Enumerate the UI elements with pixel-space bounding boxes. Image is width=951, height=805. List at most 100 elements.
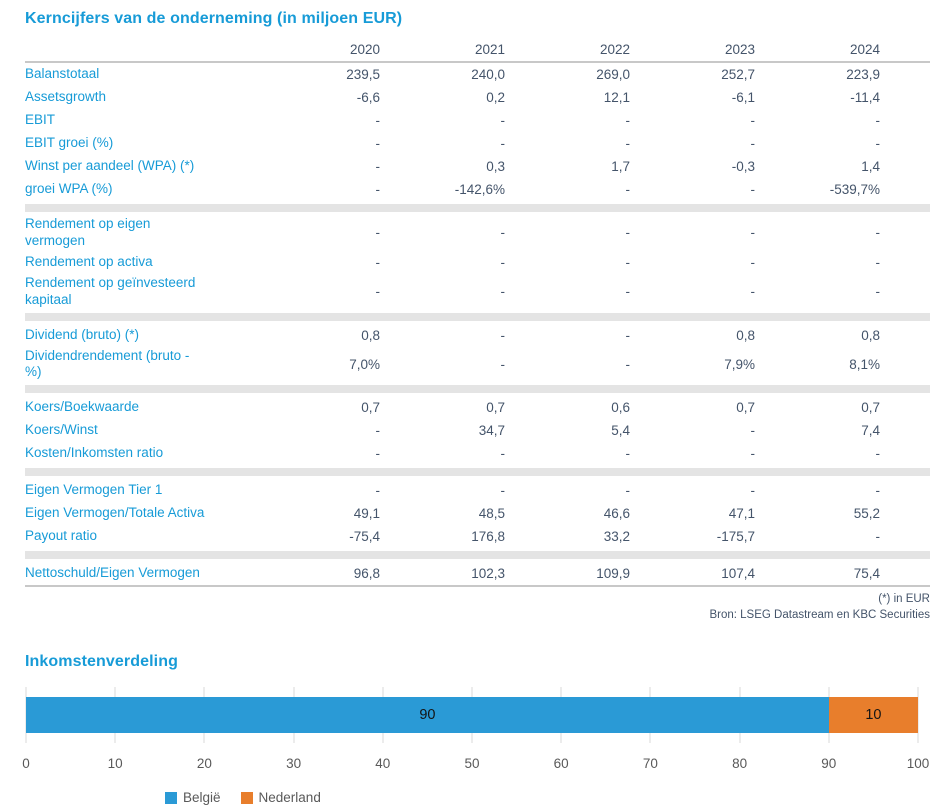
- value-cell: -: [500, 327, 506, 343]
- bottom-rule: [25, 585, 930, 588]
- axis-tick-label: 100: [906, 756, 930, 772]
- footnote-unit: (*) in EUR: [878, 593, 930, 606]
- chart-title: Inkomstenverdeling: [25, 653, 178, 671]
- value-cell: 0,7: [736, 400, 755, 416]
- row-label: Rendement op eigen vermogen: [25, 216, 255, 250]
- axis-tick-label: 70: [642, 756, 658, 772]
- row-label-line: EBIT groei (%): [25, 135, 114, 151]
- row-label-line: Kosten/Inkomsten ratio: [25, 445, 164, 461]
- row-label-line: Balanstotaal: [25, 66, 100, 82]
- group-separator: [25, 312, 930, 321]
- value-cell: 5,4: [611, 423, 630, 439]
- key-figures-table: 2020 2021 2022 2023 2024 Balanstotaal 239,5 24…: [25, 42, 930, 623]
- value-cell: -6,1: [731, 90, 755, 105]
- row-label: Kosten/Inkomsten ratio: [25, 445, 255, 462]
- row-label: EBIT: [25, 112, 255, 129]
- value-cell: 0,7: [361, 400, 380, 416]
- value-cell: -: [750, 254, 756, 270]
- table-row: EBIT groei (%) - - - - -: [25, 132, 930, 155]
- value-cell: 75,4: [853, 566, 880, 582]
- value-cell: -: [500, 284, 506, 300]
- chart-axis: 0 10 20 30 40 50 60 70 80 90 100: [22, 756, 929, 774]
- table-row: Rendement op eigen vermogen - - - - -: [25, 215, 930, 251]
- row-label: Nettoschuld/Eigen Vermogen: [25, 565, 255, 582]
- table-row: Nettoschuld/Eigen Vermogen 96,8 102,3 109,9…: [25, 562, 930, 585]
- row-label-line: vermogen: [25, 232, 86, 248]
- value-cell: -: [750, 284, 756, 300]
- table-body: Balanstotaal 239,5 240,0 269,0 252,7 223,9 Ass…: [25, 63, 930, 585]
- stacked-bar-chart: 90 10 0 10 20 30 40 50 60 70 80 90 100 België Nederl…: [22, 687, 930, 805]
- row-label-line: Assetsgrowth: [25, 89, 107, 105]
- value-cell: -: [625, 136, 631, 151]
- value-cell: -: [500, 483, 506, 499]
- bar-value-label: 10: [865, 707, 882, 724]
- value-cell: 223,9: [846, 67, 880, 82]
- value-cell: 269,0: [596, 67, 630, 82]
- value-cell: 7,4: [861, 423, 880, 439]
- value-cell: -: [625, 182, 631, 197]
- table-row: Assetsgrowth -6,6 0,2 12,1 -6,1 -11,4: [25, 86, 930, 109]
- value-cell: 47,1: [728, 506, 755, 522]
- row-label-line: Rendement op geïnvesteerd: [25, 274, 196, 290]
- value-cell: -: [875, 113, 881, 128]
- income-distribution-section: Inkomstenverdeling 90 10 0 10 20 30 40 50 60 70 8…: [22, 653, 930, 805]
- value-cell: -: [500, 356, 506, 372]
- value-cell: -: [375, 284, 381, 300]
- value-cell: -: [875, 446, 881, 462]
- value-cell: -: [375, 136, 381, 151]
- value-cell: 1,7: [611, 159, 630, 174]
- axis-tick-label: 20: [196, 756, 212, 772]
- row-label-line: Dividendrendement (bruto -: [25, 347, 190, 363]
- value-cell: 0,8: [736, 327, 755, 343]
- value-cell: -: [625, 356, 631, 372]
- legend-label: Nederland: [258, 790, 321, 805]
- row-label: Rendement op geïnvesteerd kapitaal: [25, 275, 255, 309]
- table-row: Rendement op activa - - - - -: [25, 251, 930, 274]
- value-cell: 176,8: [471, 529, 505, 545]
- value-cell: 0,7: [861, 400, 880, 416]
- value-cell: -: [375, 254, 381, 270]
- value-cell: -: [500, 254, 506, 270]
- value-cell: 48,5: [478, 506, 505, 522]
- footnotes: (*) in EUR Bron: LSEG Datastream en KBC …: [25, 592, 930, 623]
- value-cell: -: [375, 159, 381, 174]
- value-cell: -: [625, 284, 631, 300]
- value-cell: 7,9%: [724, 356, 755, 372]
- axis-tick-label: 0: [22, 756, 30, 772]
- value-cell: -: [875, 284, 881, 300]
- bar-value-label: 90: [419, 707, 436, 724]
- value-cell: -: [625, 483, 631, 499]
- row-label: Balanstotaal: [25, 66, 255, 83]
- row-label-line: Rendement op activa: [25, 253, 153, 269]
- stacked-bar: 90 10: [26, 697, 918, 734]
- table-row: groei WPA (%) - -142,6% - - -539,7%: [25, 178, 930, 201]
- axis-tick-label: 40: [375, 756, 391, 772]
- value-cell: -: [375, 423, 381, 439]
- row-label: Koers/Boekwaarde: [25, 399, 255, 416]
- group-separator: [25, 468, 930, 477]
- value-cell: 49,1: [353, 506, 380, 522]
- value-cell: 1,4: [861, 159, 880, 174]
- row-label-line: %): [25, 364, 42, 380]
- table-row: Koers/Winst - 34,7 5,4 - 7,4: [25, 419, 930, 442]
- axis-tick-label: 80: [732, 756, 748, 772]
- value-cell: 102,3: [471, 566, 505, 582]
- value-cell: -: [625, 113, 631, 128]
- value-cell: -0,3: [731, 159, 755, 174]
- group-separator: [25, 385, 930, 394]
- row-label-line: Payout ratio: [25, 528, 98, 544]
- row-label-line: Nettoschuld/Eigen Vermogen: [25, 565, 200, 581]
- year-header-row: 2020 2021 2022 2023 2024: [25, 42, 930, 61]
- row-label-line: kapitaal: [25, 291, 72, 307]
- axis-tick-label: 10: [107, 756, 123, 772]
- row-label: Assetsgrowth: [25, 89, 255, 106]
- value-cell: -: [875, 529, 881, 545]
- value-cell: 33,2: [603, 529, 630, 545]
- value-cell: 7,0%: [349, 356, 380, 372]
- value-cell: -: [500, 113, 506, 128]
- axis-tick-label: 60: [553, 756, 569, 772]
- row-label-line: groei WPA (%): [25, 181, 113, 197]
- value-cell: -: [375, 446, 381, 462]
- value-cell: -142,6%: [454, 182, 505, 197]
- value-cell: 240,0: [471, 67, 505, 82]
